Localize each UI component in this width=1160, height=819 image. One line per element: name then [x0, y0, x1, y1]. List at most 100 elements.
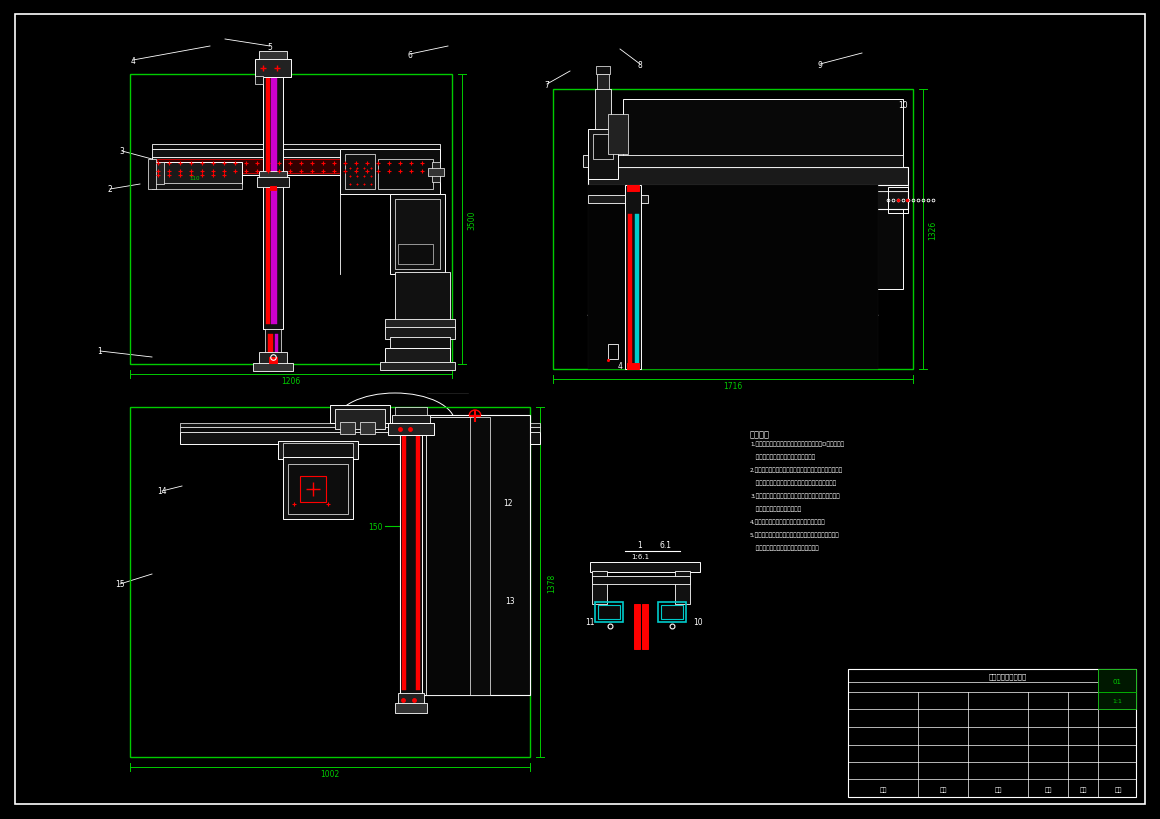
Bar — [268, 335, 273, 360]
Bar — [635, 604, 640, 649]
Bar — [675, 572, 690, 604]
Bar — [470, 418, 490, 695]
Bar — [625, 186, 641, 369]
Bar — [628, 364, 639, 369]
Text: 力对平手，发展底面的钻，是特出处理。: 力对平手，发展底面的钻，是特出处理。 — [751, 545, 819, 550]
Bar — [387, 423, 434, 436]
Bar — [390, 337, 450, 350]
Bar — [432, 163, 440, 183]
Bar — [596, 67, 610, 75]
Text: 1378: 1378 — [548, 572, 557, 592]
Bar — [595, 602, 623, 622]
Text: 1206: 1206 — [282, 377, 300, 386]
Bar — [345, 155, 375, 190]
Bar — [400, 418, 422, 695]
Bar — [269, 358, 277, 364]
Bar — [180, 432, 541, 445]
Bar — [426, 418, 471, 695]
Text: 尺寸后的总额到数量效位面。: 尺寸后的总额到数量效位面。 — [751, 505, 802, 511]
Bar — [416, 423, 420, 690]
Bar — [396, 273, 450, 323]
Bar — [398, 693, 425, 705]
Bar — [380, 363, 455, 370]
Text: 审核: 审核 — [940, 786, 947, 792]
Bar — [385, 319, 455, 329]
Bar — [658, 602, 686, 622]
Bar — [385, 328, 455, 340]
Text: 2.平时且非配置在配置地的的锻铁尺寸：不同机（结构、飞: 2.平时且非配置在配置地的的锻铁尺寸：不同机（结构、飞 — [751, 467, 843, 473]
Text: 盘、划能度、做位、动绕、微标、每直接的的差别）: 盘、划能度、做位、动绕、微标、每直接的的差别） — [751, 480, 836, 485]
Bar — [848, 669, 1136, 797]
Bar — [661, 605, 683, 619]
Bar — [396, 704, 427, 713]
Bar — [889, 188, 908, 214]
Bar — [255, 60, 291, 78]
Text: 4: 4 — [131, 57, 136, 66]
Bar — [599, 605, 619, 619]
Text: 12: 12 — [503, 499, 513, 508]
Bar — [266, 65, 270, 324]
Text: 1716: 1716 — [724, 382, 742, 391]
Text: 10: 10 — [898, 101, 908, 110]
Bar — [264, 329, 281, 364]
Text: 110: 110 — [190, 175, 201, 180]
Bar — [157, 160, 435, 174]
Bar — [1099, 692, 1136, 709]
Bar — [588, 196, 648, 204]
Bar — [396, 200, 440, 269]
Bar — [152, 150, 440, 158]
Bar — [1099, 669, 1136, 692]
Bar — [608, 192, 908, 210]
Text: 150: 150 — [368, 522, 383, 531]
Bar — [263, 60, 283, 329]
Bar — [553, 90, 913, 369]
Bar — [623, 100, 902, 290]
Text: 6.1: 6.1 — [659, 540, 670, 549]
Bar — [152, 163, 164, 185]
Text: 1: 1 — [638, 540, 643, 549]
Bar — [275, 335, 278, 360]
Bar — [583, 156, 902, 168]
Bar — [270, 187, 276, 191]
Bar — [152, 183, 242, 190]
Text: 三轴伺服取料机械手: 三轴伺服取料机械手 — [988, 673, 1027, 680]
Bar — [180, 423, 541, 428]
Bar — [592, 577, 690, 584]
Text: 1: 1 — [97, 347, 102, 356]
Bar — [403, 423, 406, 690]
Text: 13: 13 — [506, 597, 515, 606]
Text: 1:1: 1:1 — [1112, 699, 1122, 704]
Bar — [590, 563, 699, 572]
Text: 标准: 标准 — [1044, 786, 1052, 792]
Bar — [595, 90, 611, 130]
Bar — [592, 572, 607, 604]
Text: 7: 7 — [544, 80, 550, 89]
Text: 2: 2 — [108, 185, 113, 194]
Text: 6: 6 — [407, 51, 413, 60]
Bar — [608, 345, 618, 360]
Bar — [340, 150, 440, 195]
Bar — [360, 423, 375, 434]
Bar — [597, 75, 609, 90]
Text: 比例: 比例 — [1079, 786, 1087, 792]
Text: 技术要求: 技术要求 — [751, 429, 770, 438]
Bar — [628, 186, 639, 192]
Bar — [588, 186, 878, 369]
Bar — [258, 178, 289, 188]
Bar — [271, 65, 277, 324]
Bar — [593, 135, 612, 160]
Bar — [152, 145, 440, 150]
Text: 制图: 制图 — [879, 786, 886, 792]
Text: 4: 4 — [617, 362, 623, 371]
Bar — [608, 186, 908, 192]
Text: 批准: 批准 — [994, 786, 1002, 792]
Text: 3500: 3500 — [467, 210, 477, 229]
Bar — [288, 464, 348, 514]
Bar — [400, 415, 530, 695]
Bar — [335, 410, 385, 429]
Text: 开后到达配置间的配置距离特标配置。: 开后到达配置间的配置距离特标配置。 — [751, 454, 815, 459]
Text: 8: 8 — [638, 61, 643, 70]
Bar — [628, 215, 632, 364]
Text: 1.购入标准件时要及时检查（包括外形、外径D），均匀旋: 1.购入标准件时要及时检查（包括外形、外径D），均匀旋 — [751, 441, 844, 446]
Bar — [588, 130, 618, 180]
